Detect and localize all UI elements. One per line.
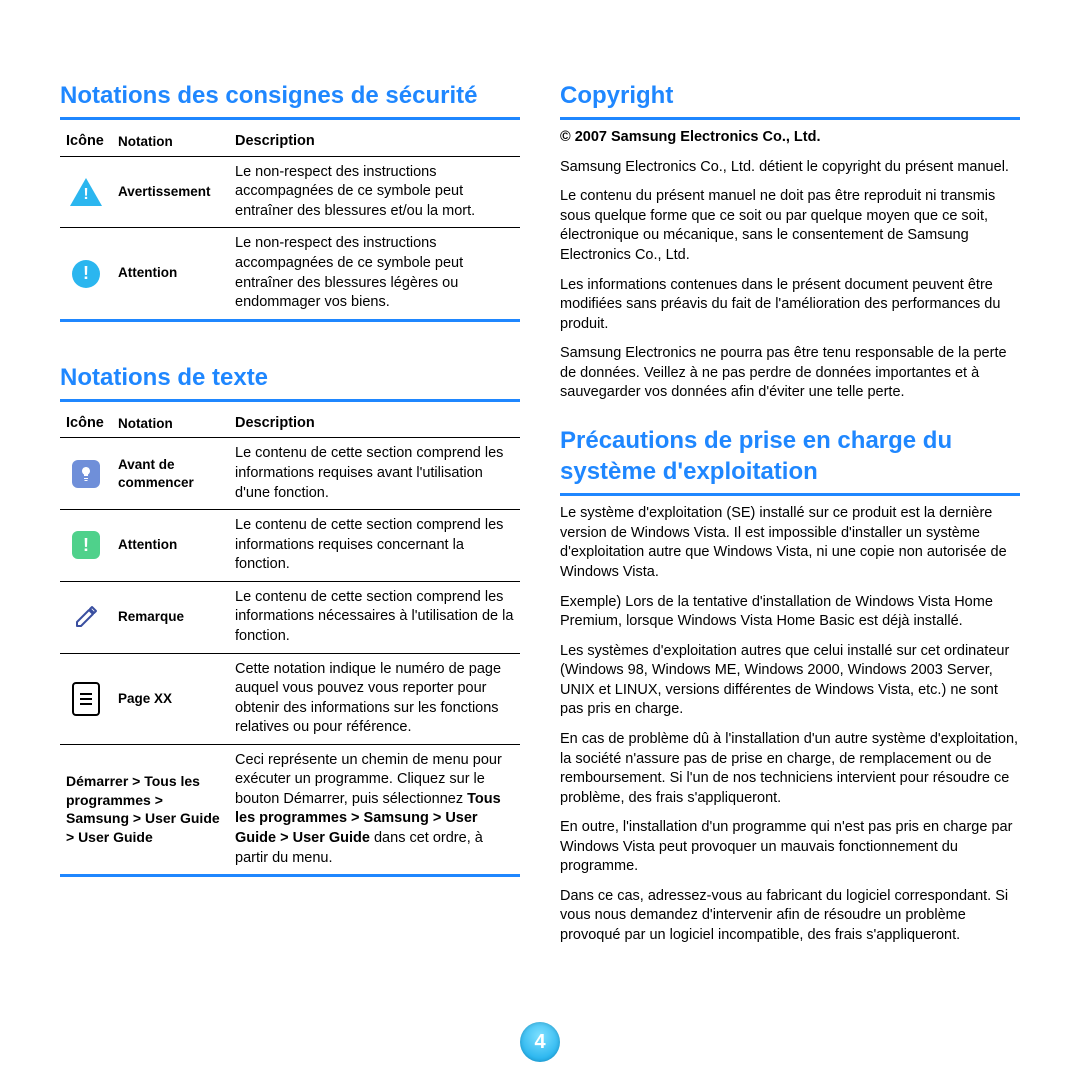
notation-cell: Avant de commencer xyxy=(112,438,229,510)
table-row: Avertissement Le non-respect des instruc… xyxy=(60,156,520,228)
safety-notations-table: Icône Notation Description Avertissement… xyxy=(60,128,520,322)
text-notations-table: Icône Notation Description Avant de comm… xyxy=(60,410,520,877)
th-icon: Icône xyxy=(60,128,112,156)
th-description: Description xyxy=(229,410,520,438)
icon-cell: ! xyxy=(60,510,112,582)
heading-rule xyxy=(560,117,1020,120)
notation-cell: Page XX xyxy=(112,653,229,744)
heading-rule xyxy=(60,399,520,402)
th-notation: Notation xyxy=(112,128,229,156)
menu-path-description: Ceci représente un chemin de menu pour e… xyxy=(229,744,520,875)
notation-cell: Avertissement xyxy=(112,156,229,228)
icon-cell xyxy=(60,653,112,744)
paragraph: Les informations contenues dans le prése… xyxy=(560,276,1020,335)
note-icon xyxy=(72,603,100,631)
description-cell: Le contenu de cette section comprend les… xyxy=(229,438,520,510)
menu-path-notation: Démarrer > Tous les programmes > Samsung… xyxy=(60,744,229,875)
table-row: ! Attention Le contenu de cette section … xyxy=(60,510,520,582)
table-row: Avant de commencer Le contenu de cette s… xyxy=(60,438,520,510)
notation-cell: Attention xyxy=(112,510,229,582)
paragraph: En cas de problème dû à l'installation d… xyxy=(560,730,1020,808)
paragraph: Dans ce cas, adressez-vous au fabricant … xyxy=(560,887,1020,946)
document-page: Notations des consignes de sécurité Icôn… xyxy=(0,0,1080,1080)
desc-text: Ceci représente un chemin de menu pour e… xyxy=(235,752,502,807)
heading-safety-notations: Notations des consignes de sécurité xyxy=(60,80,520,111)
paragraph: Les systèmes d'exploitation autres que c… xyxy=(560,642,1020,720)
page-ref-icon xyxy=(72,682,100,716)
attention-square-icon: ! xyxy=(72,531,100,559)
th-description: Description xyxy=(229,128,520,156)
paragraph: Exemple) Lors de la tentative d'installa… xyxy=(560,593,1020,632)
notation-cell: Remarque xyxy=(112,581,229,653)
copyright-bold: © 2007 Samsung Electronics Co., Ltd. xyxy=(560,129,820,145)
table-row: Démarrer > Tous les programmes > Samsung… xyxy=(60,744,520,875)
attention-icon: ! xyxy=(72,260,100,288)
before-start-icon xyxy=(72,460,100,488)
th-icon: Icône xyxy=(60,410,112,438)
description-cell: Cette notation indique le numéro de page… xyxy=(229,653,520,744)
paragraph: Le contenu du présent manuel ne doit pas… xyxy=(560,187,1020,265)
heading-os-precautions: Précautions de prise en charge du systèm… xyxy=(560,425,1020,487)
description-cell: Le contenu de cette section comprend les… xyxy=(229,510,520,582)
description-cell: Le non-respect des instructions accompag… xyxy=(229,228,520,320)
description-cell: Le non-respect des instructions accompag… xyxy=(229,156,520,228)
heading-copyright: Copyright xyxy=(560,80,1020,111)
icon-cell xyxy=(60,581,112,653)
table-row: ! Attention Le non-respect des instructi… xyxy=(60,228,520,320)
icon-cell: ! xyxy=(60,228,112,320)
paragraph: Le système d'exploitation (SE) installé … xyxy=(560,504,1020,582)
paragraph: Samsung Electronics ne pourra pas être t… xyxy=(560,344,1020,403)
heading-rule xyxy=(560,493,1020,496)
warning-icon xyxy=(70,178,102,206)
icon-cell xyxy=(60,156,112,228)
th-notation: Notation xyxy=(112,410,229,438)
spacer xyxy=(560,413,1020,425)
paragraph: Samsung Electronics Co., Ltd. détient le… xyxy=(560,158,1020,178)
paragraph: En outre, l'installation d'un programme … xyxy=(560,818,1020,877)
notation-cell: Attention xyxy=(112,228,229,320)
copyright-line: © 2007 Samsung Electronics Co., Ltd. xyxy=(560,128,1020,148)
heading-text-notations: Notations de texte xyxy=(60,362,520,393)
spacer xyxy=(60,322,520,362)
description-cell: Le contenu de cette section comprend les… xyxy=(229,581,520,653)
right-column: Copyright © 2007 Samsung Electronics Co.… xyxy=(560,80,1020,1040)
table-row: Remarque Le contenu de cette section com… xyxy=(60,581,520,653)
table-row: Page XX Cette notation indique le numéro… xyxy=(60,653,520,744)
left-column: Notations des consignes de sécurité Icôn… xyxy=(60,80,520,1040)
icon-cell xyxy=(60,438,112,510)
page-number-badge: 4 xyxy=(520,1022,560,1062)
heading-rule xyxy=(60,117,520,120)
